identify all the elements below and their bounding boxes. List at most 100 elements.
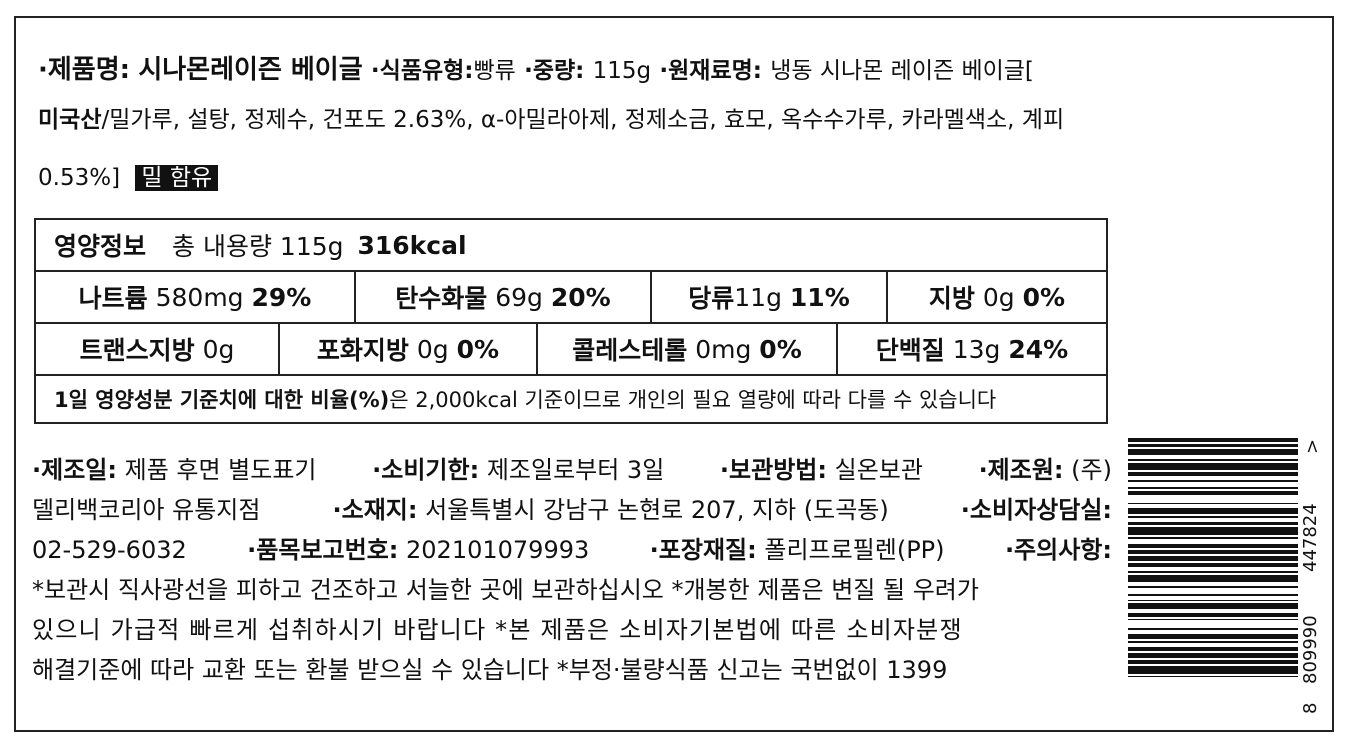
info-line-4: *보관시 직사광선을 피하고 건조하고 서늘한 곳에 보관하십시오 *개봉한 제… xyxy=(32,570,1112,610)
header-line-3: 0.53%] 밀 함유 xyxy=(38,160,219,196)
label-frame xyxy=(14,16,1334,732)
nutrient-amount: 0g xyxy=(982,282,1015,312)
report-label: ·품목보고번호: xyxy=(247,536,399,564)
nutrient-cell: 지방 0g 0% xyxy=(888,272,1106,322)
nutrient-pct: 20% xyxy=(550,282,611,312)
barcode-bar xyxy=(1128,527,1298,535)
barcode-digit-first: 8 xyxy=(1300,702,1321,714)
ingredients-list: /밀가루, 설탕, 정제수, 건포도 2.63%, α-아밀라아제, 정제소금,… xyxy=(101,107,1065,133)
barcode-bar xyxy=(1128,449,1298,456)
nutrient-amount: 0mg xyxy=(695,334,752,364)
barcode-bar xyxy=(1128,479,1298,482)
consult-label: ·소비자상담실: xyxy=(960,496,1112,524)
info-line-1: ·제조일: 제품 후면 별도표기 ·소비기한: 제조일로부터 3일 ·보관방법:… xyxy=(32,450,1112,490)
barcode-bar xyxy=(1128,599,1298,602)
maker-value-end: 델리백코리아 유통지점 xyxy=(32,496,261,524)
caution-text-2: 있으니 가급적 빠르게 섭취하시기 바랍니다 *본 제품은 소비자기본법에 따른… xyxy=(32,616,963,644)
nutrient-amount: 580mg xyxy=(155,282,244,312)
barcode-bar xyxy=(1128,593,1298,596)
ingredients-start: 냉동 시나몬 레이즌 베이글[ xyxy=(770,58,1034,84)
header-line-2: 미국산/밀가루, 설탕, 정제수, 건포도 2.63%, α-아밀라아제, 정제… xyxy=(38,102,1064,138)
info-line-3: 02-529-6032 ·품목보고번호: 202101079993 ·포장재질:… xyxy=(32,530,1112,570)
nutrient-amount: 13g xyxy=(952,334,1001,364)
barcode-bar xyxy=(1128,603,1298,609)
nutrient-cell: 콜레스테롤 0mg 0% xyxy=(538,324,838,374)
barcode-bar xyxy=(1128,438,1298,442)
barcode-bar xyxy=(1128,641,1298,644)
nutrient-label: 나트륨 xyxy=(78,284,148,313)
weight-label: ·중량: xyxy=(524,58,585,84)
storage-label: ·보관방법: xyxy=(719,456,827,484)
info-line-2: 델리백코리아 유통지점 ·소재지: 서울특별시 강남구 논현로 207, 지하 … xyxy=(32,490,1112,530)
package-label: ·포장재질: xyxy=(649,536,757,564)
nutrient-pct: 11% xyxy=(789,282,850,312)
nutrient-label: 당류 xyxy=(688,284,735,313)
barcode-bar xyxy=(1128,508,1298,514)
barcode-bar xyxy=(1128,647,1298,651)
nutrition-row-1: 나트륨 580mg 29% 탄수화물 69g 20% 당류 11g 11% 지방 … xyxy=(36,272,1106,324)
barcode-bar xyxy=(1128,618,1298,621)
note-bold: 1일 영양성분 기준치에 대한 비율(%) xyxy=(54,388,390,412)
nutrition-note: 1일 영양성분 기준치에 대한 비율(%) 은 2,000kcal 기준이므로 개… xyxy=(36,376,1106,422)
barcode-bar xyxy=(1128,666,1298,674)
barcode-bar xyxy=(1128,633,1298,640)
info-line-6: 해결기준에 따라 교환 또는 환불 받으실 수 있습니다 *부정·불량식품 신고… xyxy=(32,650,1112,690)
barcode-bar xyxy=(1128,462,1298,471)
barcode-bar xyxy=(1128,472,1298,476)
barcode-bar xyxy=(1128,628,1298,630)
nutrient-label: 지방 xyxy=(928,284,975,313)
nutrient-pct: 0% xyxy=(456,334,500,364)
nutrient-pct: 24% xyxy=(1008,334,1069,364)
barcode-end-mark: > xyxy=(1302,438,1323,454)
barcode-bar xyxy=(1128,502,1298,505)
barcode-bar xyxy=(1128,491,1298,495)
barcode-digits-group2: 447824 xyxy=(1300,503,1321,572)
nutrient-label: 탄수화물 xyxy=(395,284,488,313)
caution-label: ·주의사항: xyxy=(1004,536,1112,564)
nutrient-amount: 69g xyxy=(495,282,543,312)
expiry-label: ·소비기한: xyxy=(372,456,480,484)
nutrient-cell: 당류 11g 11% xyxy=(652,272,888,322)
nutrition-title: 영양정보 xyxy=(54,232,147,261)
barcode-bar xyxy=(1128,443,1298,448)
storage-value: 실온보관 xyxy=(834,456,923,484)
nutrient-label: 포화지방 xyxy=(316,336,409,365)
nutrient-cell: 단백질 13g 24% xyxy=(838,324,1106,374)
address-value: 서울특별시 강남구 논현로 207, 지하 (도곡동) xyxy=(425,496,889,524)
weight-value: 115g xyxy=(592,58,652,84)
barcode-bar xyxy=(1128,555,1298,562)
nutrient-label: 콜레스테롤 xyxy=(572,336,688,365)
ingredients-end: 0.53%] xyxy=(38,165,121,191)
address-label: ·소재지: xyxy=(332,496,418,524)
nutrition-header-row: 영양정보 총 내용량 115g 316kcal xyxy=(36,220,1106,272)
header-line-1: ·제품명: 시나몬레이즌 베이글 ·식품유형:빵류 ·중량: 115g ·원재료… xyxy=(38,52,1034,89)
expiry-value: 제조일로부터 3일 xyxy=(486,456,665,484)
barcode-digits-group1: 809990 xyxy=(1300,615,1321,684)
barcode-bar xyxy=(1128,563,1298,568)
total-kcal: 316kcal xyxy=(357,230,467,260)
maker-label: ·제조원: xyxy=(978,456,1064,484)
nutrient-cell: 나트륨 580mg 29% xyxy=(36,272,356,322)
food-type-value: 빵류 xyxy=(473,58,516,84)
nutrient-amount: 0g xyxy=(202,334,235,364)
barcode-bar xyxy=(1128,652,1298,659)
note-rest: 은 2,000kcal 기준이므로 개인의 필요 열량에 따라 다를 수 있습니… xyxy=(389,388,997,412)
nutrition-note-row: 1일 영양성분 기준치에 대한 비율(%) 은 2,000kcal 기준이므로 개… xyxy=(36,376,1106,422)
maker-value-start: (주) xyxy=(1071,456,1112,484)
nutrient-label: 단백질 xyxy=(875,336,945,365)
nutrient-cell: 탄수화물 69g 20% xyxy=(356,272,652,322)
barcode-bar xyxy=(1128,675,1298,678)
barcode-bar xyxy=(1128,586,1298,589)
package-value: 폴리프로필렌(PP) xyxy=(764,536,945,564)
barcode-bar xyxy=(1128,487,1298,490)
report-value: 202101079993 xyxy=(406,536,590,564)
barcode-bar xyxy=(1128,521,1298,526)
mfg-value: 제품 후면 별도표기 xyxy=(124,456,317,484)
consult-phone: 02-529-6032 xyxy=(32,536,187,564)
food-type-label: ·식품유형: xyxy=(370,58,474,84)
product-name-label: ·제품명: xyxy=(38,55,131,85)
info-line-5: 있으니 가급적 빠르게 섭취하시기 바랍니다 *본 제품은 소비자기본법에 따른… xyxy=(32,610,1112,650)
product-name-value: 시나몬레이즌 베이글 xyxy=(138,55,363,85)
caution-text-1: *보관시 직사광선을 피하고 건조하고 서늘한 곳에 보관하십시오 *개봉한 제… xyxy=(32,576,979,604)
nutrient-cell: 트랜스지방 0g xyxy=(36,324,280,374)
